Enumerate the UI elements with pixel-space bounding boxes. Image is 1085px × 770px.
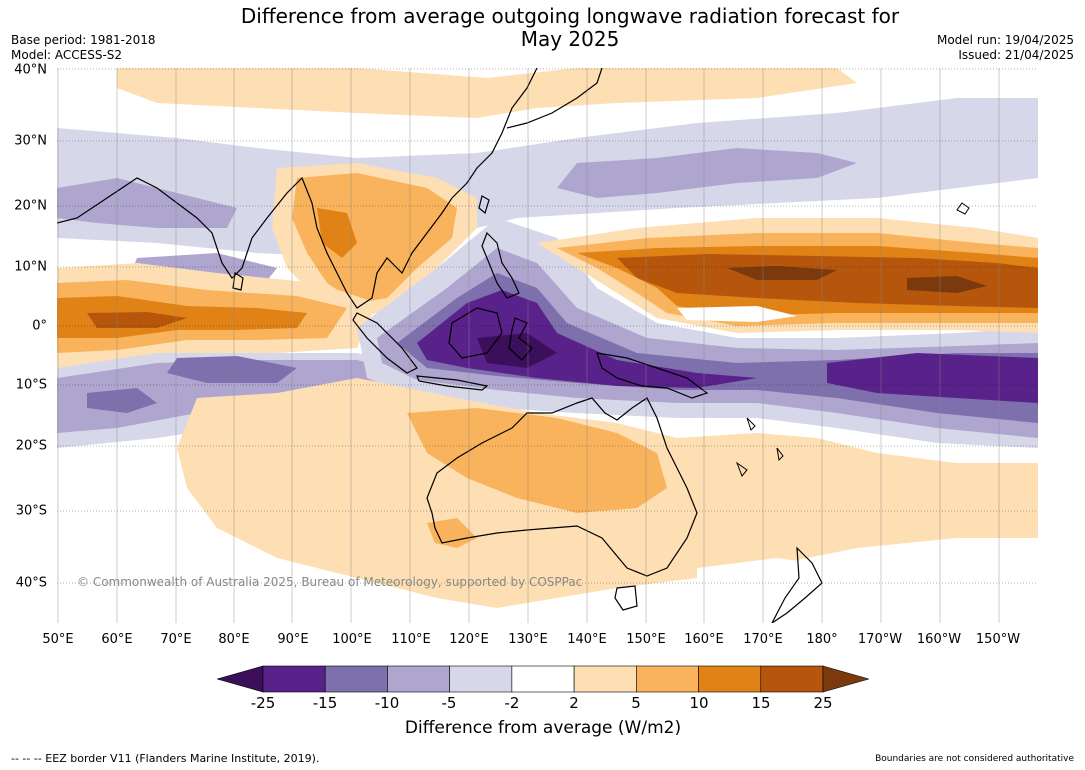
- lon-label: 50°E: [42, 632, 74, 647]
- anomaly-region: [727, 266, 837, 280]
- issued-date: Issued: 21/04/2025: [958, 48, 1074, 62]
- colorbar-extend-min: [215, 665, 264, 693]
- anomaly-region: [317, 208, 357, 258]
- lon-label: 110°E: [391, 632, 431, 647]
- lon-label: 130°E: [508, 632, 548, 647]
- colorbar-swatch: [511, 665, 575, 693]
- lon-label: 150°W: [975, 632, 1021, 647]
- japan-coastline: [506, 68, 603, 129]
- lon-label: 70°E: [160, 632, 192, 647]
- lat-label: 10°N: [14, 259, 47, 275]
- colorbar-tick: 15: [751, 694, 771, 712]
- colorbar: [215, 664, 871, 696]
- model-run: Model run: 19/04/2025: [936, 33, 1074, 47]
- colorbar-swatch: [698, 665, 762, 693]
- colorbar-extend-max: [822, 665, 871, 693]
- anomaly-region: [557, 148, 857, 198]
- taiwan-coastline: [478, 195, 490, 215]
- lat-label: 20°N: [14, 198, 47, 214]
- colorbar-swatch: [449, 665, 513, 693]
- colorbar-swatch: [262, 665, 326, 693]
- anomaly-region: [427, 518, 477, 548]
- anomaly-region: [87, 312, 187, 328]
- colorbar-tick: -10: [374, 694, 400, 712]
- eez-note: -- -- -- EEZ border V11 (Flanders Marine…: [11, 752, 320, 765]
- lat-label: 30°N: [14, 133, 47, 149]
- new-guinea-coastline: [596, 352, 709, 399]
- map-meridians: [57, 68, 1000, 623]
- australia-coastline: [426, 397, 698, 577]
- colorbar-swatch: [760, 665, 824, 693]
- map-canvas: © Commonwealth of Australia 2025, Bureau…: [57, 68, 1038, 623]
- page-title: Difference from average outgoing longwav…: [240, 4, 900, 51]
- anomaly-region: [292, 173, 457, 303]
- colorbar-swatch: [636, 665, 699, 693]
- colorbar-tick: 10: [689, 694, 709, 712]
- meta-left: Base period: 1981-2018 Model: ACCESS-S2: [11, 33, 156, 63]
- colorbar-tick: -15: [312, 694, 338, 712]
- colorbar-tick: -25: [250, 694, 276, 712]
- anomaly-map: © Commonwealth of Australia 2025, Bureau…: [57, 68, 1038, 623]
- anomaly-region: [697, 558, 847, 623]
- anomaly-region: [827, 353, 1038, 403]
- sri-lanka-coastline: [232, 271, 244, 291]
- base-period: Base period: 1981-2018: [11, 33, 156, 47]
- lon-label: 120°E: [449, 632, 489, 647]
- lat-label: 40°N: [14, 62, 47, 78]
- new-zealand-coastline: [771, 546, 823, 623]
- anomaly-region: [617, 254, 1038, 308]
- anomaly-region: [57, 178, 237, 228]
- colorbar-swatch: [573, 665, 637, 693]
- colorbar-tick: 2: [569, 694, 579, 712]
- colorbar-swatch: [324, 665, 388, 693]
- lat-label: 20°S: [15, 438, 47, 454]
- asia-coastline: [57, 68, 538, 309]
- lon-label: 90°E: [277, 632, 309, 647]
- anomaly-region: [477, 333, 557, 368]
- lon-label: 160°E: [684, 632, 724, 647]
- boundaries-note: Boundaries are not considered authoritat…: [875, 754, 1074, 764]
- lon-label: 180°: [806, 632, 838, 647]
- colorbar-tick: 5: [631, 694, 641, 712]
- lon-label: 160°W: [916, 632, 962, 647]
- copyright-notice: © Commonwealth of Australia 2025, Bureau…: [77, 575, 582, 589]
- lat-label: 0°: [32, 318, 47, 334]
- lon-label: 150°E: [626, 632, 666, 647]
- lon-label: 170°W: [857, 632, 903, 647]
- anomaly-region: [167, 356, 297, 383]
- lon-label: 170°E: [743, 632, 783, 647]
- colorbar-tick: 25: [813, 694, 833, 712]
- anomaly-region: [407, 408, 667, 513]
- anomaly-region: [907, 276, 987, 293]
- borneo-coastline: [448, 307, 503, 359]
- pacific-islands: [735, 417, 784, 477]
- colorbar-tick: -2: [504, 694, 520, 712]
- anomaly-region: [677, 306, 797, 322]
- lat-label: 40°S: [15, 575, 47, 591]
- lon-label: 100°E: [332, 632, 372, 647]
- lon-label: 140°E: [567, 632, 607, 647]
- hawaii-coastline: [956, 202, 970, 215]
- lat-label: 30°S: [15, 503, 47, 519]
- tasmania-coastline: [614, 585, 638, 611]
- lon-label: 80°E: [218, 632, 250, 647]
- meta-right: Model run: 19/04/2025 Issued: 21/04/2025: [937, 33, 1074, 63]
- model-name: Model: ACCESS-S2: [11, 48, 123, 62]
- colorbar-tick: -5: [441, 694, 457, 712]
- anomaly-region: [117, 68, 857, 118]
- philippines-coastline: [481, 231, 520, 299]
- anomaly-region: [87, 388, 157, 413]
- lon-label: 60°E: [101, 632, 133, 647]
- java-coastline: [416, 375, 489, 391]
- colorbar-swatch: [387, 665, 450, 693]
- colorbar-svg: [215, 665, 871, 693]
- lat-label: 10°S: [15, 377, 47, 393]
- sulawesi-coastline: [508, 317, 533, 361]
- colorbar-label: Difference from average (W/m2): [404, 718, 682, 738]
